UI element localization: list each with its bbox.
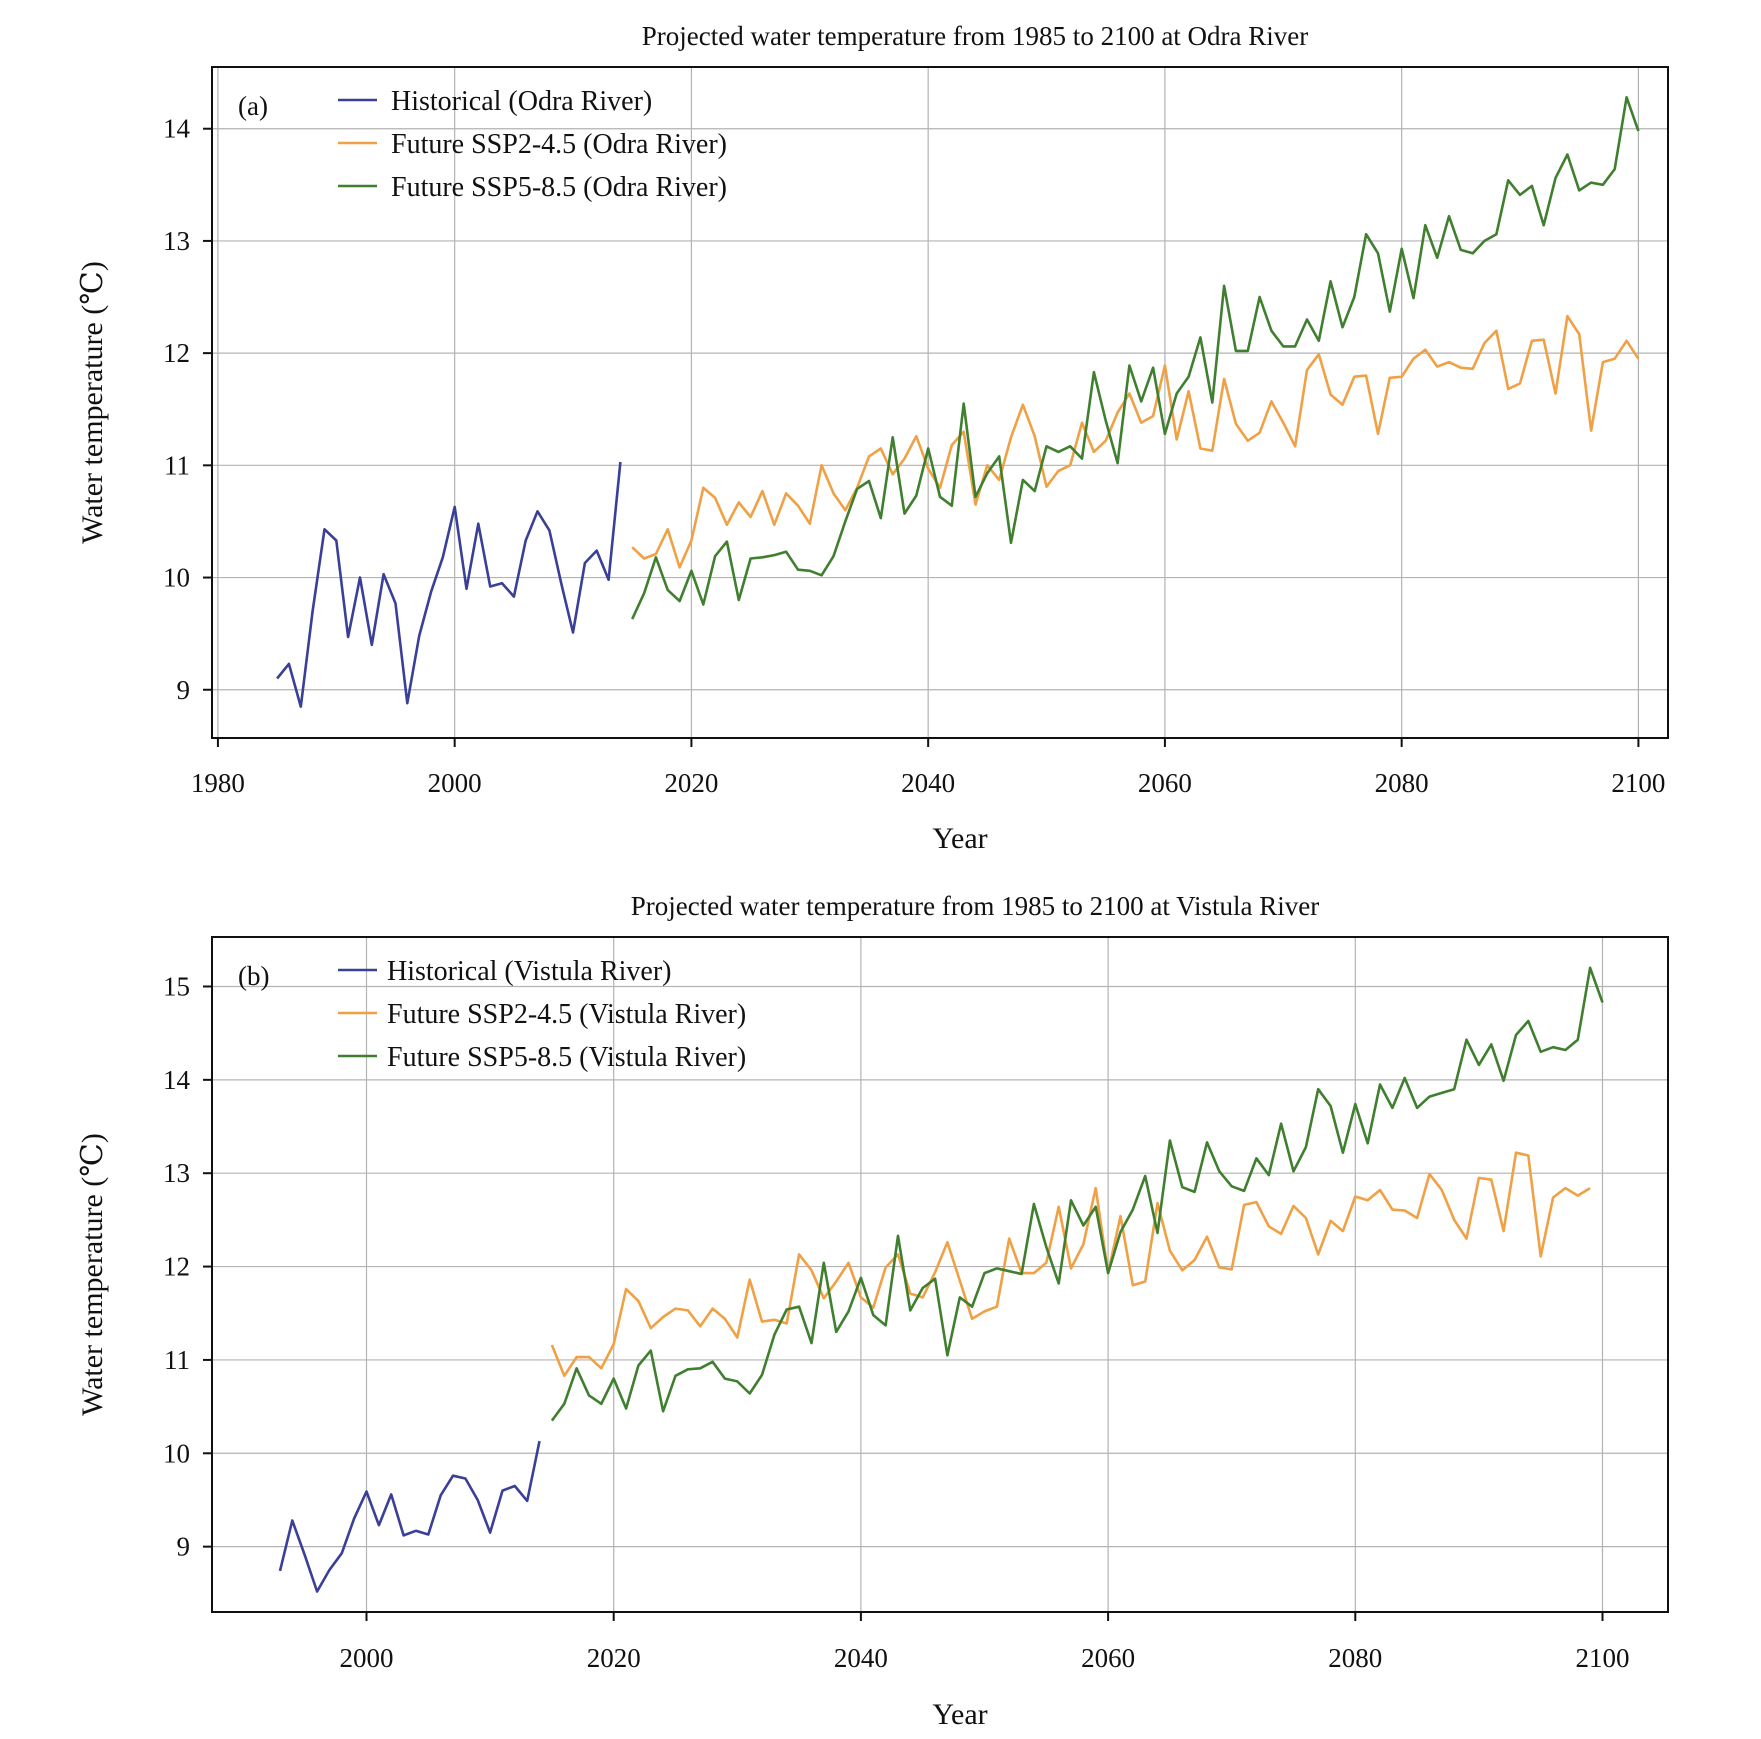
chart-title: Projected water temperature from 1985 to… (631, 891, 1319, 921)
y-tick-label: 12 (163, 338, 190, 368)
legend-label-1: Future SSP2-4.5 (Odra River) (391, 129, 727, 160)
legend-label-0: Historical (Odra River) (391, 86, 652, 117)
legend-label-0: Historical (Vistula River) (387, 956, 671, 987)
y-tick-label: 14 (163, 114, 191, 144)
x-tick-label: 2000 (428, 768, 482, 798)
y-tick-label: 9 (177, 675, 191, 705)
x-axis-label: Year (932, 1698, 987, 1731)
x-tick-label: 2100 (1575, 1643, 1629, 1673)
x-tick-label: 2020 (587, 1643, 641, 1673)
x-tick-label: 2040 (901, 768, 955, 798)
x-tick-label: 2000 (339, 1643, 393, 1673)
series-line-0 (278, 1440, 541, 1593)
x-tick-label: 2080 (1328, 1643, 1382, 1673)
y-tick-label: 11 (164, 1345, 190, 1375)
plot-frame (211, 936, 1669, 1613)
series-line-2 (631, 96, 1640, 620)
series-line-1 (550, 1151, 1591, 1378)
y-tick-label: 10 (163, 1438, 190, 1468)
legend-label-2: Future SSP5-8.5 (Odra River) (391, 172, 727, 203)
y-axis-label: Water temperature (℃) (76, 261, 109, 544)
chart-title: Projected water temperature from 1985 to… (642, 21, 1309, 51)
chart-panel-vistula: 2000 2020 2040 2060 2080 2100 9 10 11 12 13 14 15 Pro… (76, 891, 1669, 1731)
x-tick-label: 1980 (191, 768, 245, 798)
y-tick-label: 14 (163, 1065, 191, 1095)
x-tick-label: 2020 (664, 768, 718, 798)
panel-label: (b) (238, 961, 269, 991)
x-tick-label: 2040 (834, 1643, 888, 1673)
legend-label-2: Future SSP5-8.5 (Vistula River) (387, 1042, 746, 1073)
series-line-0 (276, 461, 622, 708)
series-line-2 (550, 966, 1604, 1422)
series-line-1 (631, 314, 1640, 569)
chart-panel-odra: 1980 2000 2020 2040 2060 2080 2100 9 10 11 12 13 14 P… (76, 21, 1669, 855)
y-tick-label: 13 (163, 226, 190, 256)
x-axis-label: Year (932, 822, 987, 855)
x-tick-label: 2060 (1138, 768, 1192, 798)
x-tick-label: 2060 (1081, 1643, 1135, 1673)
y-tick-label: 11 (164, 450, 190, 480)
y-tick-label: 15 (163, 971, 190, 1001)
y-axis-label: Water temperature (℃) (76, 1133, 109, 1416)
panel-label: (a) (238, 91, 268, 121)
y-tick-label: 13 (163, 1158, 190, 1188)
y-tick-label: 12 (163, 1252, 190, 1282)
x-tick-label: 2100 (1611, 768, 1665, 798)
plot-frame (211, 66, 1669, 739)
legend-label-1: Future SSP2-4.5 (Vistula River) (387, 999, 746, 1030)
x-tick-label: 2080 (1375, 768, 1429, 798)
y-tick-label: 9 (177, 1532, 191, 1562)
y-tick-label: 10 (163, 563, 190, 593)
